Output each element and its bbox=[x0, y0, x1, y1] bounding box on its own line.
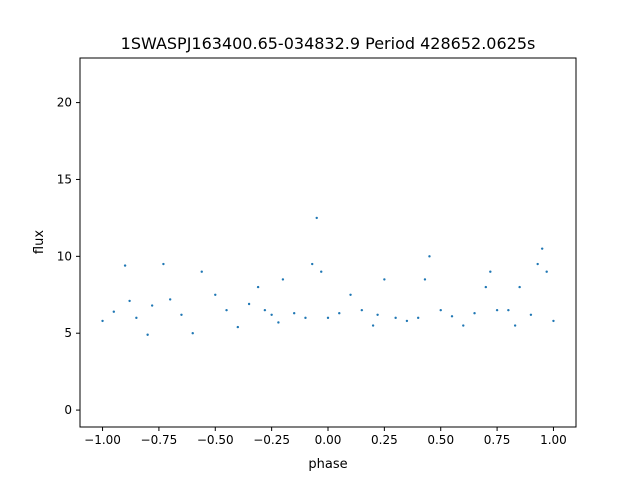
data-point bbox=[489, 270, 492, 273]
x-tick-label: 0.75 bbox=[484, 433, 511, 447]
data-point bbox=[507, 308, 510, 312]
x-tick-label: −0.50 bbox=[197, 433, 234, 447]
data-point bbox=[383, 278, 386, 281]
data-point bbox=[150, 304, 154, 307]
data-point bbox=[146, 333, 149, 336]
data-point bbox=[236, 325, 240, 329]
x-tick-label: 0.00 bbox=[315, 433, 342, 447]
data-point bbox=[311, 262, 314, 266]
data-point bbox=[540, 247, 544, 250]
data-point bbox=[162, 262, 165, 266]
data-point bbox=[128, 299, 131, 303]
data-point bbox=[349, 293, 352, 296]
data-point bbox=[112, 310, 116, 313]
data-point bbox=[270, 313, 273, 316]
data-point bbox=[518, 285, 521, 289]
y-tick-label: 5 bbox=[64, 326, 72, 340]
data-point bbox=[405, 319, 409, 323]
data-point bbox=[304, 316, 307, 320]
x-tick-label: 0.50 bbox=[427, 433, 454, 447]
data-point bbox=[439, 308, 442, 312]
data-point bbox=[473, 312, 476, 315]
data-point bbox=[360, 308, 364, 312]
data-point bbox=[200, 270, 203, 273]
data-point bbox=[495, 308, 499, 312]
data-point bbox=[536, 262, 539, 266]
data-point bbox=[281, 278, 285, 281]
data-point bbox=[376, 313, 379, 316]
y-axis: 0 5 10 15 20 bbox=[57, 96, 80, 417]
data-point bbox=[101, 319, 104, 323]
data-point bbox=[168, 298, 172, 301]
x-tick-label: 1.00 bbox=[540, 433, 567, 447]
data-point bbox=[256, 285, 260, 289]
y-tick-label: 20 bbox=[57, 96, 72, 110]
data-point bbox=[247, 302, 251, 306]
y-axis-label: flux bbox=[32, 230, 47, 254]
x-axis: −1.00 −0.75 −0.50 −0.25 0.00 0.25 0.50 0.75 1.00 bbox=[84, 427, 567, 447]
data-point bbox=[191, 332, 194, 335]
y-tick-label: 0 bbox=[64, 403, 72, 417]
data-point bbox=[462, 324, 465, 327]
chart-title: 1SWASPJ163400.65-034832.9 Period 428652.… bbox=[121, 34, 536, 53]
data-point bbox=[320, 270, 323, 273]
data-point bbox=[292, 312, 296, 315]
data-point bbox=[552, 319, 555, 323]
data-point bbox=[416, 316, 420, 320]
data-point bbox=[326, 316, 330, 320]
data-point bbox=[315, 216, 318, 220]
data-point bbox=[529, 313, 533, 316]
data-point bbox=[263, 308, 267, 312]
x-tick-label: −0.75 bbox=[141, 433, 178, 447]
data-point bbox=[123, 264, 127, 267]
data-point bbox=[513, 324, 517, 327]
y-tick-label: 15 bbox=[57, 172, 72, 186]
data-point bbox=[180, 313, 183, 316]
data-points bbox=[101, 216, 555, 336]
data-point bbox=[394, 316, 397, 320]
x-axis-label: phase bbox=[308, 457, 347, 472]
data-point bbox=[277, 321, 280, 324]
data-point bbox=[135, 316, 138, 320]
data-point bbox=[545, 270, 548, 273]
data-point bbox=[423, 278, 427, 281]
data-point bbox=[371, 324, 375, 327]
data-point bbox=[450, 315, 454, 318]
data-point bbox=[338, 312, 341, 315]
x-tick-label: −1.00 bbox=[84, 433, 121, 447]
data-point bbox=[428, 255, 431, 258]
y-tick-label: 10 bbox=[57, 249, 72, 263]
data-point bbox=[484, 285, 488, 289]
x-tick-label: −0.25 bbox=[253, 433, 290, 447]
data-point bbox=[225, 308, 228, 312]
data-point bbox=[214, 293, 217, 296]
x-tick-label: 0.25 bbox=[371, 433, 398, 447]
